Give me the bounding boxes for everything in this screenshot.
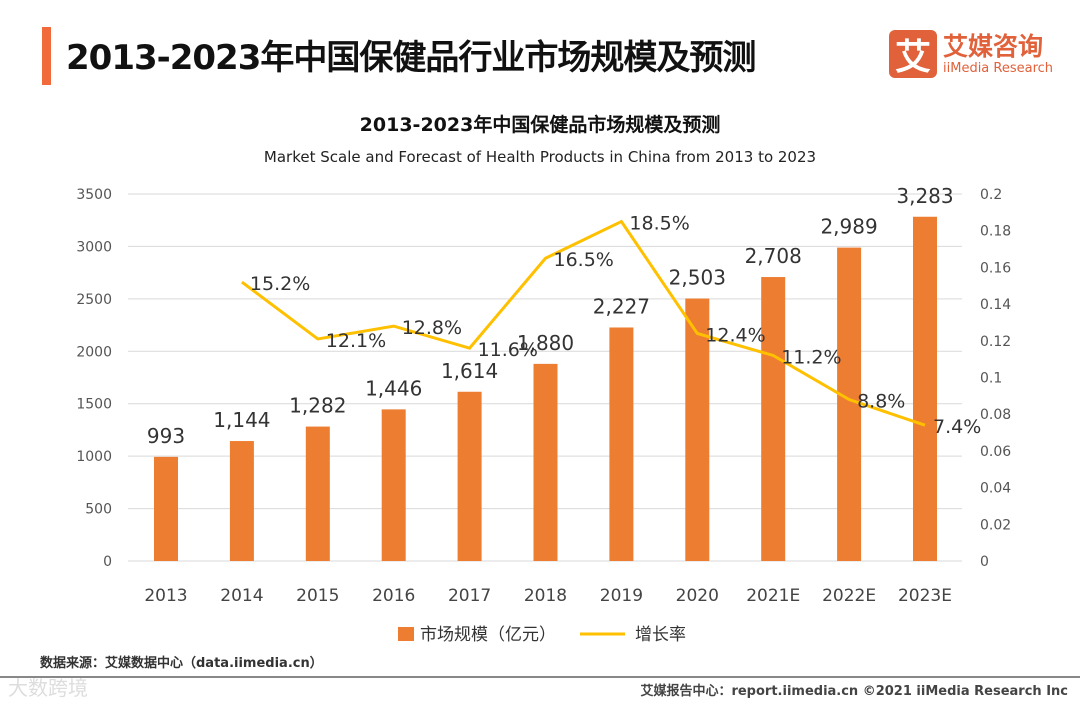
bar-data-label: 1,282 [289, 394, 346, 418]
line-data-label: 7.4% [933, 416, 981, 438]
y2-tick-label: 0.08 [980, 407, 1011, 423]
line-data-label: 12.1% [326, 330, 386, 352]
legend-bar-swatch [398, 627, 414, 641]
line-data-label: 8.8% [857, 391, 905, 413]
legend-line-label: 增长率 [635, 625, 686, 645]
bar [837, 247, 862, 561]
bar [457, 391, 482, 561]
iimedia-logo: 艾 艾媒咨询 iiMedia Research [889, 30, 1053, 78]
y2-tick-label: 0.02 [980, 517, 1011, 533]
x-tick-label: 2015 [296, 586, 339, 606]
y-tick-label: 3000 [76, 239, 112, 255]
footer-credit: 艾媒报告中心：report.iimedia.cn ©2021 iiMedia R… [640, 684, 1068, 699]
bar-data-label: 2,708 [745, 244, 802, 268]
bar-data-label: 1,144 [213, 408, 270, 432]
bar-data-label: 1,446 [365, 376, 422, 400]
line-data-label: 11.6% [478, 339, 538, 361]
y2-tick-label: 0.2 [980, 187, 1002, 203]
watermark: 大数跨境 [8, 676, 88, 700]
x-tick-label: 2023E [898, 586, 952, 606]
bar-data-label: 3,283 [896, 184, 953, 208]
x-tick-label: 2017 [448, 586, 491, 606]
bar-data-label: 2,503 [669, 266, 726, 290]
y-tick-label: 500 [85, 502, 112, 518]
line-data-label: 16.5% [554, 249, 614, 271]
y2-tick-label: 0.14 [980, 297, 1011, 313]
y2-tick-label: 0.1 [980, 371, 1002, 387]
bar-data-label: 2,227 [593, 294, 650, 318]
x-tick-label: 2013 [144, 586, 187, 606]
bar-data-label: 1,880 [517, 331, 574, 355]
y-tick-label: 1000 [76, 449, 112, 465]
x-tick-label: 2018 [524, 586, 567, 606]
bar [154, 456, 178, 561]
line-data-label: 11.2% [781, 346, 841, 368]
line-data-label: 18.5% [629, 213, 689, 235]
bar [609, 327, 634, 561]
growth-line [241, 219, 926, 427]
logo-cn: 艾媒咨询 [943, 31, 1044, 61]
bar [533, 363, 558, 561]
line-data-label: 12.4% [705, 324, 765, 346]
bar [305, 426, 330, 561]
title-accent-bar [42, 27, 51, 85]
line-data-label: 15.2% [250, 273, 310, 295]
x-tick-label: 2016 [372, 586, 415, 606]
y2-tick-label: 0.18 [980, 224, 1011, 240]
bar [913, 216, 937, 561]
y-tick-label: 0 [103, 554, 112, 570]
x-tick-label: 2019 [600, 586, 643, 606]
y-tick-label: 3500 [76, 187, 112, 203]
chart-title: 2013-2023年中国保健品市场规模及预测 [359, 114, 721, 136]
bar-data-label: 2,989 [820, 215, 877, 239]
chart-subtitle: Market Scale and Forecast of Health Prod… [263, 148, 817, 166]
bar [761, 277, 786, 561]
y2-tick-label: 0 [980, 554, 989, 570]
x-tick-label: 2014 [220, 586, 263, 606]
logo-en: iiMedia Research [943, 60, 1054, 76]
x-tick-label: 2020 [676, 586, 719, 606]
bar [685, 298, 710, 561]
legend-bar-label: 市场规模（亿元） [420, 625, 556, 645]
x-tick-label: 2022E [822, 586, 876, 606]
bar [381, 409, 406, 561]
y2-tick-label: 0.12 [980, 334, 1011, 350]
y-tick-label: 2000 [76, 344, 112, 360]
y-tick-label: 1500 [76, 397, 112, 413]
line-data-label: 12.8% [402, 317, 462, 339]
page-title: 2013-2023年中国保健品行业市场规模及预测 [66, 38, 756, 78]
y2-tick-label: 0.04 [980, 481, 1011, 497]
logo-mark: 艾 [889, 30, 937, 78]
y-tick-label: 2500 [76, 292, 112, 308]
footer-divider [0, 676, 1080, 678]
bar-data-label: 1,614 [441, 359, 498, 383]
y2-tick-label: 0.06 [980, 444, 1011, 460]
x-tick-label: 2021E [746, 586, 800, 606]
bar [229, 441, 254, 561]
data-source: 数据来源：艾媒数据中心（data.iimedia.cn） [40, 656, 323, 671]
bar-data-label: 993 [147, 424, 185, 448]
y2-tick-label: 0.16 [980, 260, 1011, 276]
